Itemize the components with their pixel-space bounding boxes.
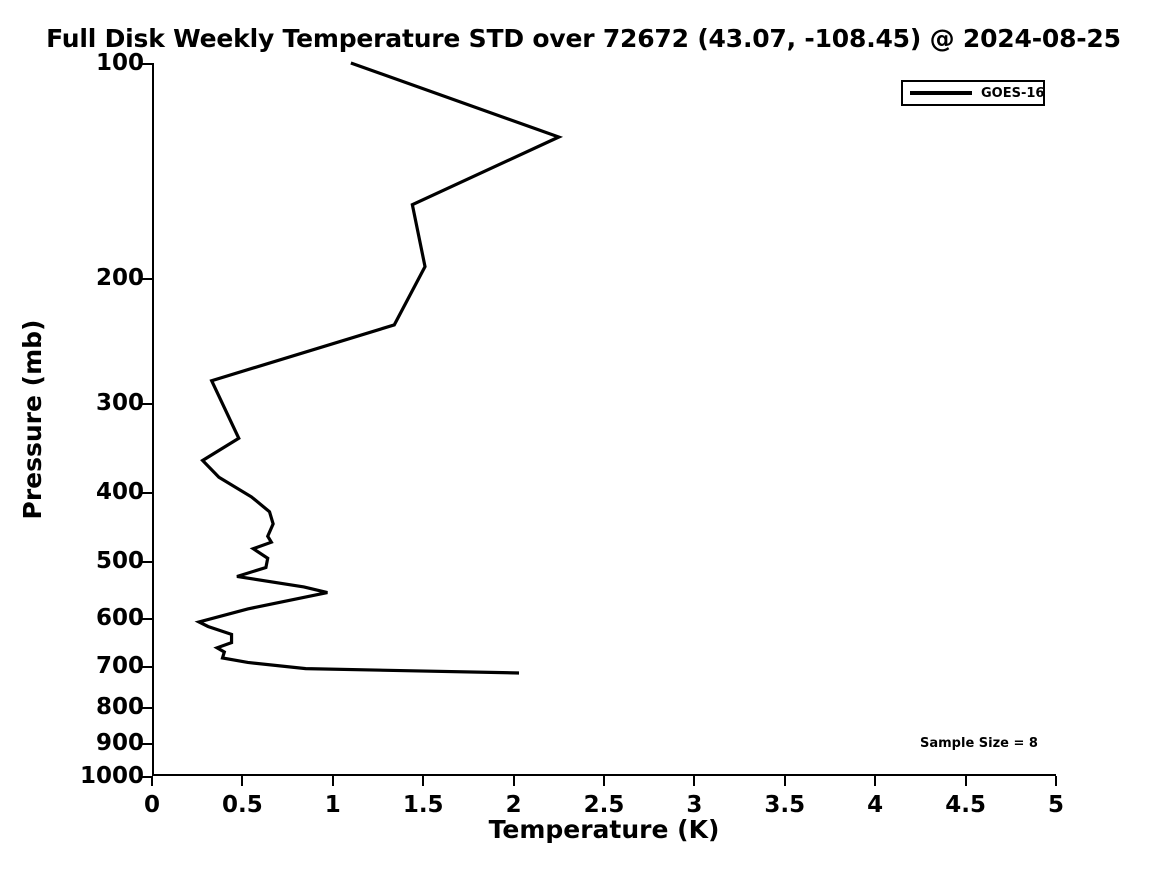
x-tick-label: 0: [143, 792, 161, 818]
y-tick-mark: [142, 492, 152, 495]
x-tick-label: 0.5: [222, 792, 263, 818]
x-tick-mark: [512, 776, 515, 786]
data-line-goes-16: [194, 61, 564, 675]
x-tick-mark: [874, 776, 877, 786]
x-tick-mark: [422, 776, 425, 786]
y-tick-mark: [142, 665, 152, 668]
plot-frame: [152, 63, 1056, 776]
y-tick-label: 500: [95, 548, 144, 575]
x-tick-label: 3.5: [764, 792, 806, 818]
y-tick-mark: [142, 403, 152, 406]
x-tick-mark: [603, 776, 605, 786]
x-tick-label: 4.5: [945, 792, 986, 818]
x-tick-label: 5: [1047, 792, 1065, 818]
x-tick-label: 2.5: [583, 792, 625, 818]
x-tick-mark: [783, 776, 786, 786]
y-axis-label: Pressure (mb): [18, 319, 47, 520]
y-tick-label: 700: [95, 652, 144, 679]
y-tick-label: 800: [95, 693, 144, 720]
x-tick-mark: [1055, 776, 1057, 786]
y-tick-mark: [142, 743, 152, 746]
y-tick-mark: [142, 706, 152, 709]
y-tick-label: 100: [95, 50, 144, 76]
y-tick-mark: [142, 561, 152, 564]
chart-title: Full Disk Weekly Temperature STD over 72…: [46, 24, 1121, 53]
y-tick-label: 300: [95, 390, 144, 417]
x-tick-label: 4: [867, 792, 884, 818]
y-tick-mark: [142, 776, 152, 778]
legend: GOES-16: [901, 80, 1045, 106]
x-tick-mark: [964, 776, 967, 786]
x-tick-label: 1.5: [402, 792, 444, 818]
sample-size-annotation: Sample Size = 8: [920, 736, 1038, 751]
x-tick-label: 1: [324, 792, 341, 818]
y-tick-label: 600: [95, 604, 144, 631]
x-tick-label: 2: [505, 792, 522, 818]
x-tick-mark: [693, 776, 696, 786]
legend-swatch-goes-16: [910, 91, 972, 95]
x-axis-label: Temperature (K): [488, 815, 720, 844]
x-tick-label: 3: [686, 792, 703, 818]
y-tick-mark: [142, 617, 152, 620]
legend-label-goes-16: GOES-16: [981, 85, 1045, 101]
x-tick-mark: [331, 776, 334, 786]
plot-area: 100 200 300 400 500 600 700 800 900 1000 0 0.5 1 1.5…: [80, 50, 1064, 818]
x-tick-mark: [241, 776, 244, 786]
y-tick-label: 400: [95, 479, 144, 506]
series-canvas: [194, 61, 564, 675]
y-tick-label: 1000: [79, 763, 144, 789]
y-tick-mark: [142, 277, 152, 280]
y-tick-label: 900: [95, 730, 144, 757]
y-tick-mark: [142, 63, 152, 65]
y-tick-label: 200: [95, 264, 144, 291]
x-tick-mark: [151, 776, 153, 786]
